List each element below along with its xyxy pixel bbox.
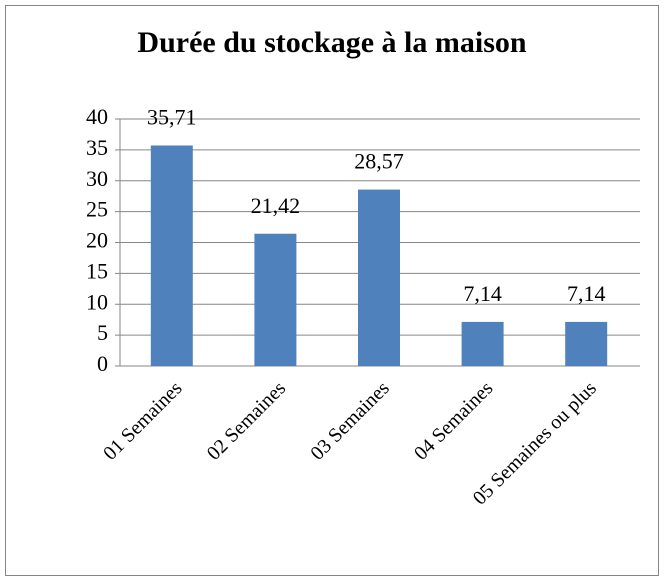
y-tick-label: 0: [97, 351, 108, 376]
value-label: 7,14: [463, 281, 502, 306]
y-tick-label: 10: [86, 289, 108, 314]
y-tick-label: 35: [86, 135, 108, 160]
value-label: 7,14: [567, 281, 606, 306]
chart-border: [5, 5, 659, 576]
bar: [358, 189, 400, 366]
y-tick-label: 5: [97, 320, 108, 345]
value-label: 21,42: [251, 193, 301, 218]
bar: [254, 233, 297, 366]
bar: [150, 145, 193, 366]
y-tick-label: 15: [86, 258, 108, 283]
y-tick-label: 20: [86, 228, 108, 253]
y-tick-label: 25: [86, 197, 108, 222]
chart-title: Durée du stockage à la maison: [137, 26, 526, 59]
y-tick-label: 30: [86, 166, 108, 191]
y-tick-label: 40: [86, 104, 108, 129]
value-label: 35,71: [147, 105, 197, 130]
bar: [461, 321, 504, 366]
value-label: 28,57: [354, 149, 404, 174]
bar: [565, 321, 608, 366]
